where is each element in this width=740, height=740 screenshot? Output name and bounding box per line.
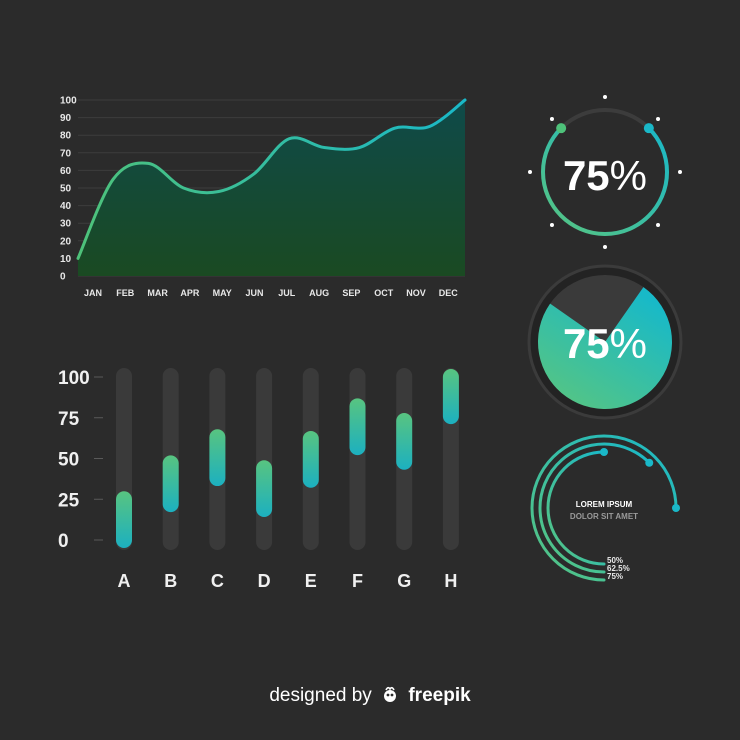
y-tick-label: 60: [60, 166, 72, 177]
bar-chart-bars: [116, 368, 459, 550]
radial-bar-labels: 50%62.5%75%: [607, 556, 630, 581]
radial-arc-1: [538, 442, 651, 574]
x-tick-label: DEC: [439, 288, 459, 298]
bar-chart-y-ticks: 0 25 50 75 100: [58, 368, 103, 552]
bar-A: [116, 491, 132, 548]
line-chart-y-ticks: 0 10 20 30 40 50 60 70 80 90 100: [60, 96, 77, 283]
line-chart: 0 10 20 30 40 50 60 70 80 90 100 JAN FEB MAR APR MAY JU…: [60, 96, 467, 298]
bar-H: [442, 369, 459, 425]
pie-chart: 75%: [527, 264, 683, 420]
x-tick-label: NOV: [406, 288, 426, 298]
gauge-tick-dot: [528, 170, 532, 174]
gauge-tick-dot: [549, 116, 554, 121]
footer-prefix: designed by: [269, 685, 372, 706]
bar-y-tick-label: 0: [58, 531, 69, 552]
y-tick-label: 30: [60, 219, 72, 230]
bar-track: [256, 368, 273, 550]
bar-D: [256, 460, 273, 518]
bar-x-tick-label: F: [352, 571, 363, 591]
radial-arc-0: [546, 450, 606, 566]
x-tick-label: OCT: [374, 288, 394, 298]
x-tick-label: JAN: [84, 288, 102, 298]
x-tick-label: AUG: [309, 288, 329, 298]
gauge-tick-dot: [678, 170, 682, 174]
radial-subtitle: DOLOR SIT AMET: [570, 512, 638, 521]
bar-x-tick-label: A: [118, 571, 131, 591]
bar-x-tick-label: E: [305, 571, 317, 591]
radial-label: 50%: [607, 556, 623, 565]
y-tick-label: 50: [60, 184, 72, 195]
radial-arc-end-dot: [672, 504, 680, 512]
y-tick-label: 90: [60, 113, 72, 124]
line-chart-series-line: [76, 98, 467, 260]
y-tick-label: 100: [60, 96, 77, 107]
gauge-tick-dot: [656, 223, 661, 228]
radial-label: 75%: [607, 572, 623, 581]
gauge-percent-sign: %: [610, 152, 647, 199]
bar-F: [349, 398, 366, 456]
gauge-arc-start-dot: [556, 123, 567, 134]
gauge-tick-dot: [603, 245, 607, 249]
gauge-arc-end-dot: [643, 123, 654, 134]
x-tick-label: MAY: [213, 288, 232, 298]
y-tick-label: 80: [60, 131, 72, 142]
x-tick-label: JUN: [245, 288, 263, 298]
x-tick-label: MAR: [147, 288, 168, 298]
bar-x-tick-label: G: [397, 571, 411, 591]
radial-arc-end-dot: [600, 448, 608, 456]
radial-label: 62.5%: [607, 564, 630, 573]
pie-percent-sign: %: [610, 320, 647, 367]
gauge-value-label: 75%: [563, 152, 647, 199]
radial-bar-chart: LOREM IPSUM DOLOR SIT AMET 50%62.5%75%: [530, 434, 680, 582]
x-tick-label: SEP: [342, 288, 360, 298]
bar-G: [396, 413, 413, 470]
bar-x-tick-label: B: [164, 571, 177, 591]
bar-x-tick-label: D: [258, 571, 271, 591]
gauge-arc: [541, 126, 669, 236]
pie-slice: [538, 287, 672, 410]
bar-y-tick-label: 100: [58, 368, 90, 389]
footer-credit: designed by freepik: [0, 684, 740, 707]
bar-B: [162, 455, 179, 513]
bar-E: [302, 430, 319, 488]
y-tick-label: 0: [60, 272, 66, 283]
bar-y-tick-label: 50: [58, 450, 79, 471]
radial-bar-arcs: [530, 434, 680, 582]
radial-arc-2: [530, 434, 678, 582]
bar-y-tick-label: 25: [58, 490, 80, 511]
radial-title: LOREM IPSUM: [576, 500, 633, 509]
bar-y-tick-label: 75: [58, 409, 80, 430]
bar-chart-x-ticks: A B C D E F G H: [118, 571, 458, 591]
bar-track: [349, 368, 366, 550]
radial-arc-end-dot: [645, 458, 654, 467]
gauge-tick-dot: [656, 116, 661, 121]
gauge-tick-dot: [603, 95, 607, 99]
pie-value-label: 75%: [563, 320, 647, 367]
freepik-logo-icon: [384, 686, 397, 702]
gauge-tick-dots: [528, 95, 682, 249]
y-tick-label: 20: [60, 236, 72, 247]
x-tick-label: APR: [180, 288, 200, 298]
gauge-chart: 75%: [528, 95, 682, 249]
gauge-tick-dot: [549, 223, 554, 228]
y-tick-label: 40: [60, 201, 72, 212]
x-tick-label: FEB: [116, 288, 135, 298]
bar-x-tick-label: H: [444, 571, 457, 591]
footer-brand: freepik: [408, 685, 471, 706]
bar-C: [209, 429, 226, 487]
y-tick-label: 10: [60, 254, 72, 265]
line-chart-x-ticks: JAN FEB MAR APR MAY JUN JUL AUG SEP OCT NOV DEC: [84, 288, 458, 298]
bar-x-tick-label: C: [211, 571, 224, 591]
y-tick-label: 70: [60, 148, 72, 159]
bar-chart: 0 25 50 75 100 A B C D E F G H: [58, 368, 459, 591]
x-tick-label: JUL: [278, 288, 296, 298]
